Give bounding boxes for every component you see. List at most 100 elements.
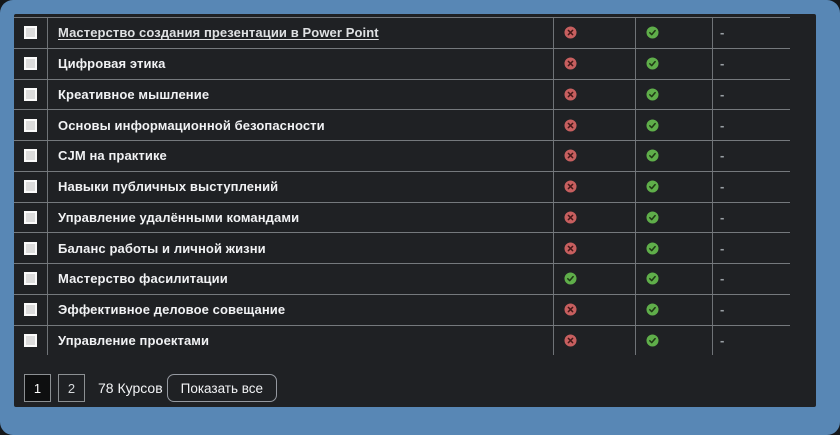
status2-cell bbox=[635, 202, 712, 233]
status2-cell bbox=[635, 171, 712, 202]
row-checkbox[interactable] bbox=[24, 26, 37, 40]
status1-cell bbox=[553, 202, 635, 233]
status2-cell bbox=[635, 233, 712, 263]
check-circle-icon bbox=[646, 26, 659, 39]
extra-cell: - bbox=[712, 264, 790, 294]
check-circle-icon bbox=[646, 272, 659, 285]
checkbox-cell bbox=[14, 80, 47, 110]
x-circle-icon bbox=[564, 57, 577, 70]
extra-cell: - bbox=[712, 110, 790, 140]
show-all-button[interactable]: Показать все bbox=[166, 374, 278, 402]
check-circle-icon bbox=[564, 272, 577, 285]
course-name-cell: Мастерство создания презентации в Power … bbox=[47, 18, 553, 48]
check-circle-icon bbox=[646, 242, 659, 255]
status1-cell bbox=[553, 171, 635, 202]
empty-value: - bbox=[720, 271, 725, 287]
row-checkbox[interactable] bbox=[24, 333, 37, 347]
x-circle-icon bbox=[564, 26, 577, 39]
row-checkbox[interactable] bbox=[24, 87, 37, 101]
course-name: Навыки публичных выступлений bbox=[58, 179, 279, 195]
row-checkbox[interactable] bbox=[24, 180, 37, 194]
status1-cell bbox=[553, 79, 635, 110]
status1-cell bbox=[553, 233, 635, 263]
pagination: 1 2 78 Курсов Показать все bbox=[24, 374, 278, 402]
table-row: Навыки публичных выступлений - bbox=[14, 170, 790, 202]
course-name-cell: Цифровая этика bbox=[47, 48, 553, 79]
course-name: Баланс работы и личной жизни bbox=[58, 240, 266, 256]
course-name-cell: CJM на практике bbox=[47, 141, 553, 171]
course-name-cell: Креативное мышление bbox=[47, 79, 553, 110]
course-name-cell: Эффективное деловое совещание bbox=[47, 294, 553, 325]
status2-cell bbox=[635, 18, 712, 48]
x-circle-icon bbox=[564, 334, 577, 347]
course-count-label: 78 Курсов bbox=[98, 380, 163, 396]
status2-cell bbox=[635, 264, 712, 294]
status1-cell bbox=[553, 264, 635, 294]
check-circle-icon bbox=[646, 180, 659, 193]
row-checkbox[interactable] bbox=[24, 118, 37, 132]
status2-cell bbox=[635, 48, 712, 79]
empty-value: - bbox=[720, 179, 725, 195]
table-row: Управление проектами - bbox=[14, 324, 790, 356]
table-row: Цифровая этика - bbox=[14, 47, 790, 79]
x-circle-icon bbox=[564, 242, 577, 255]
row-checkbox[interactable] bbox=[24, 210, 37, 224]
extra-cell: - bbox=[712, 202, 790, 233]
row-checkbox[interactable] bbox=[24, 241, 37, 255]
row-checkbox[interactable] bbox=[24, 57, 37, 71]
x-circle-icon bbox=[564, 88, 577, 101]
empty-value: - bbox=[720, 302, 725, 318]
extra-cell: - bbox=[712, 79, 790, 110]
content-panel: Мастерство создания презентации в Power … bbox=[14, 14, 816, 407]
row-checkbox[interactable] bbox=[24, 303, 37, 317]
course-name: Основы информационной безопасности bbox=[58, 117, 325, 133]
checkbox-cell bbox=[14, 203, 47, 233]
empty-value: - bbox=[720, 56, 725, 72]
extra-cell: - bbox=[712, 233, 790, 263]
course-name-cell: Основы информационной безопасности bbox=[47, 110, 553, 140]
x-circle-icon bbox=[564, 119, 577, 132]
course-name-cell: Управление удалёнными командами bbox=[47, 202, 553, 233]
empty-value: - bbox=[720, 86, 725, 102]
status1-cell bbox=[553, 325, 635, 356]
empty-value: - bbox=[720, 25, 725, 41]
x-circle-icon bbox=[564, 180, 577, 193]
check-circle-icon bbox=[646, 334, 659, 347]
extra-cell: - bbox=[712, 141, 790, 171]
extra-cell: - bbox=[712, 171, 790, 202]
row-checkbox[interactable] bbox=[24, 272, 37, 286]
status1-cell bbox=[553, 48, 635, 79]
checkbox-cell bbox=[14, 141, 47, 171]
table-row: Мастерство создания презентации в Power … bbox=[14, 17, 790, 48]
status2-cell bbox=[635, 294, 712, 325]
course-name-cell: Баланс работы и личной жизни bbox=[47, 233, 553, 263]
table-row: Управление удалёнными командами - bbox=[14, 201, 790, 233]
empty-value: - bbox=[720, 240, 725, 256]
checkbox-cell bbox=[14, 172, 47, 202]
status1-cell bbox=[553, 18, 635, 48]
course-name: Мастерство фасилитации bbox=[58, 271, 228, 287]
page-button-2[interactable]: 2 bbox=[58, 374, 85, 402]
status2-cell bbox=[635, 141, 712, 171]
empty-value: - bbox=[720, 209, 725, 225]
table-row: Основы информационной безопасности - bbox=[14, 109, 790, 140]
page-button-1[interactable]: 1 bbox=[24, 374, 51, 402]
course-name: CJM на практике bbox=[58, 148, 167, 164]
row-checkbox[interactable] bbox=[24, 149, 37, 163]
x-circle-icon bbox=[564, 303, 577, 316]
extra-cell: - bbox=[712, 325, 790, 356]
check-circle-icon bbox=[646, 211, 659, 224]
course-name: Эффективное деловое совещание bbox=[58, 302, 286, 318]
course-name: Цифровая этика bbox=[58, 56, 166, 72]
course-name-cell: Навыки публичных выступлений bbox=[47, 171, 553, 202]
check-circle-icon bbox=[646, 303, 659, 316]
extra-cell: - bbox=[712, 294, 790, 325]
extra-cell: - bbox=[712, 18, 790, 48]
status2-cell bbox=[635, 110, 712, 140]
checkbox-cell bbox=[14, 110, 47, 140]
course-name-link[interactable]: Мастерство создания презентации в Power … bbox=[58, 25, 379, 41]
status2-cell bbox=[635, 325, 712, 356]
checkbox-cell bbox=[14, 233, 47, 263]
check-circle-icon bbox=[646, 149, 659, 162]
